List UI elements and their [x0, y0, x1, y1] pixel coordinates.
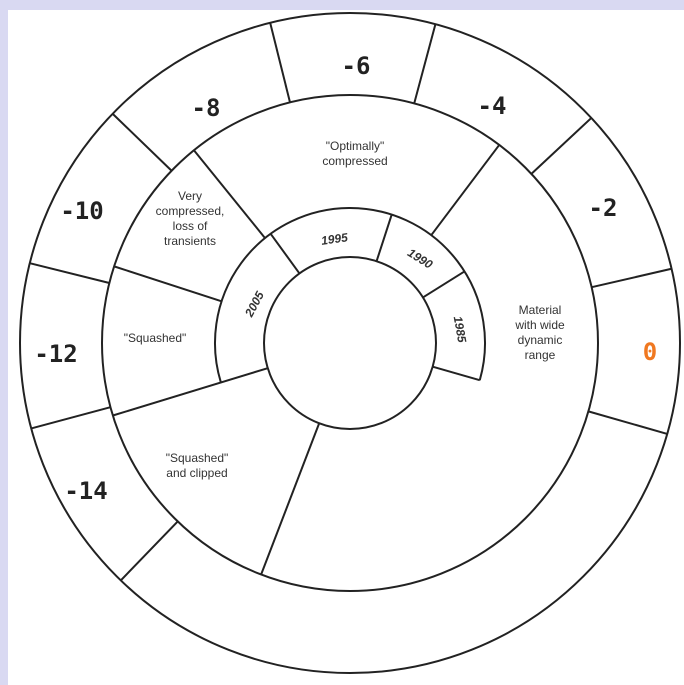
level-divider: [111, 113, 173, 172]
middle-ring: [101, 94, 599, 592]
level-divider: [591, 267, 672, 289]
level-divider: [30, 406, 111, 430]
zone-label: Material: [519, 303, 562, 317]
zone-label: transients: [164, 234, 216, 248]
year-label: 1995: [320, 230, 349, 248]
year-ring: [214, 207, 486, 383]
year-divider: [432, 365, 481, 382]
level-label: -4: [478, 92, 507, 120]
outer-ring: [19, 12, 681, 674]
zone-label: range: [525, 348, 556, 362]
level-label: -6: [342, 52, 371, 80]
year-divider: [422, 270, 466, 299]
zone-label: and clipped: [166, 466, 227, 480]
inner-circle: [263, 256, 437, 430]
level-divider: [120, 520, 179, 582]
zone-divider: [260, 422, 321, 575]
level-divider: [29, 262, 110, 284]
level-label: -10: [60, 197, 103, 225]
zone-divider: [193, 149, 266, 239]
year-divider: [375, 214, 393, 262]
level-label: -8: [192, 94, 221, 122]
level-label: -12: [34, 340, 77, 368]
level-divider: [530, 117, 593, 175]
zone-divider: [113, 265, 222, 303]
level-label: -2: [589, 194, 618, 222]
zone-label: dynamic: [518, 333, 563, 347]
zone-label: "Optimally": [326, 139, 385, 153]
year-divider: [269, 233, 301, 275]
panel: [8, 10, 684, 685]
zone-divider: [112, 367, 269, 417]
zone-label: Very: [178, 189, 202, 203]
level-divider: [413, 23, 437, 104]
zone-label: loss of: [173, 219, 208, 233]
zone-label: with wide: [514, 318, 565, 332]
level-divider: [588, 410, 668, 435]
zone-divider: [430, 144, 501, 236]
level-divider: [269, 22, 291, 103]
zone-label: "Squashed": [166, 451, 229, 465]
zone-label: compressed,: [156, 204, 225, 218]
zone-label: "Squashed": [124, 331, 187, 345]
level-label: -14: [64, 477, 107, 505]
level-label: 0: [643, 338, 657, 366]
zone-label: compressed: [322, 154, 387, 168]
year-label: 1985: [451, 315, 469, 344]
